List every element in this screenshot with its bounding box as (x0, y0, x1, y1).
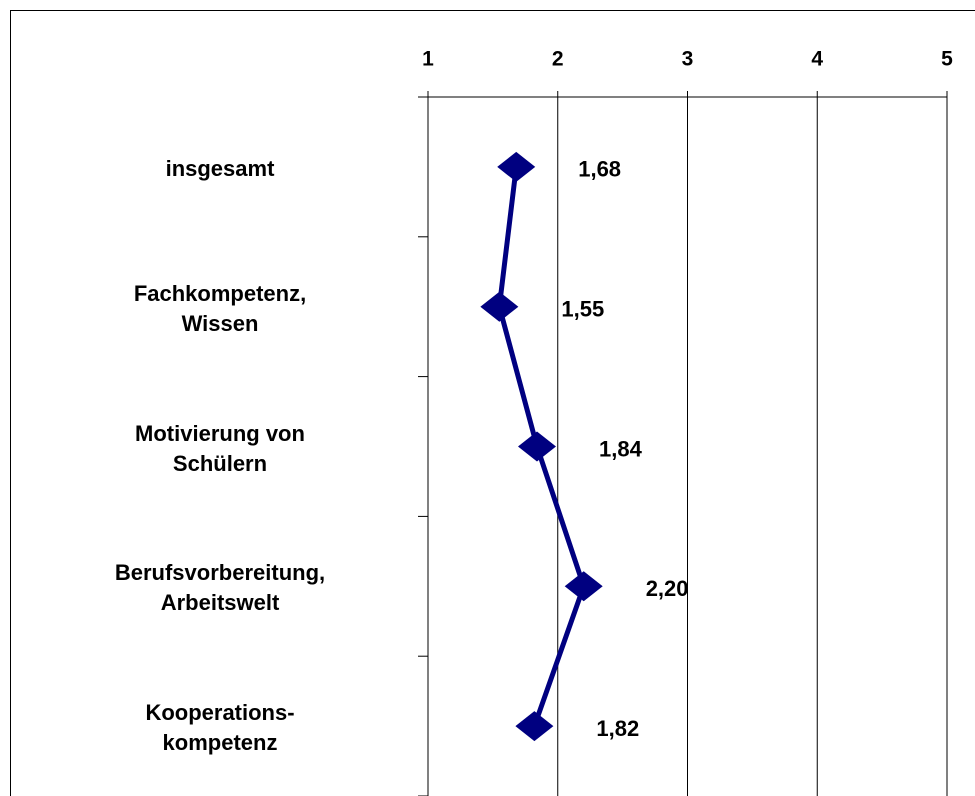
category-label: Berufsvorbereitung, Arbeitswelt (114, 560, 326, 616)
data-label: 1,68 (578, 157, 621, 182)
data-label: 1,55 (561, 297, 604, 322)
category-label: Fachkompetenz, Wissen (133, 280, 307, 336)
marker (517, 431, 556, 462)
x-tick-label: 3 (682, 48, 694, 71)
marker (497, 151, 536, 182)
x-tick-label: 5 (941, 48, 953, 71)
data-label: 1,82 (596, 716, 639, 741)
x-tick-label: 4 (811, 48, 823, 71)
data-label: 1,84 (599, 436, 643, 461)
frame (10, 10, 975, 796)
marker (515, 711, 554, 742)
category-label: Motivierung von Schülern (135, 420, 305, 476)
category-label: insgesamt (165, 155, 275, 181)
marker (564, 571, 603, 602)
x-tick-label: 2 (552, 48, 564, 71)
marker (480, 291, 519, 322)
x-tick-label: 1 (422, 48, 434, 71)
category-label: Kooperations- kompetenz (145, 700, 295, 756)
data-label: 2,20 (646, 576, 689, 601)
